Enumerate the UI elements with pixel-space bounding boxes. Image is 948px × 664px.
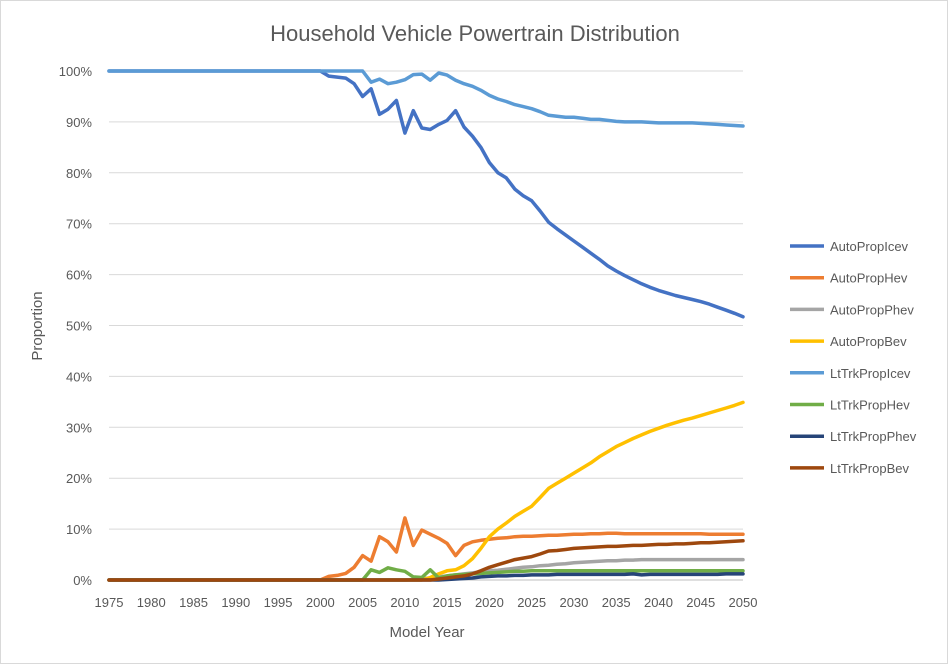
legend-label: LtTrkPropPhev: [830, 429, 917, 444]
series-line-lttrkpropphev: [107, 572, 745, 582]
gridlines: [109, 70, 743, 581]
y-tick-label: 90%: [66, 115, 92, 130]
x-tick-label: 1990: [221, 595, 250, 610]
x-tick-label: 2050: [729, 595, 758, 610]
legend-label: LtTrkPropBev: [830, 461, 909, 476]
y-tick-label: 60%: [66, 268, 92, 283]
x-tick-label: 1980: [137, 595, 166, 610]
legend: AutoPropIcev AutoPropHev AutoPropPhev AutoP…: [790, 239, 917, 476]
legend-label: AutoPropHev: [830, 271, 908, 286]
x-axis-label: Model Year: [389, 624, 464, 641]
legend-label: LtTrkPropHev: [830, 398, 910, 413]
x-tick-label: 2005: [348, 595, 377, 610]
series-line-autopropicev: [107, 69, 745, 319]
x-tick-label: 1975: [95, 595, 124, 610]
x-tick-label: 2045: [686, 595, 715, 610]
y-tick-label: 50%: [66, 319, 92, 334]
series-line-lttrkpropbev: [107, 539, 745, 582]
series-lines: [107, 69, 745, 582]
x-tick-label: 1985: [179, 595, 208, 610]
legend-label: AutoPropIcev: [830, 239, 909, 254]
series-line-lttrkprophev: [107, 566, 745, 582]
x-tick-label: 2015: [433, 595, 462, 610]
legend-label: LtTrkPropIcev: [830, 366, 911, 381]
x-tick-label: 2030: [559, 595, 588, 610]
y-tick-label: 40%: [66, 369, 92, 384]
y-tick-label: 20%: [66, 471, 92, 486]
x-tick-label: 2035: [602, 595, 631, 610]
x-tick-label: 2010: [390, 595, 419, 610]
series-line-autopropbev: [107, 400, 745, 582]
y-tick-label: 10%: [66, 522, 92, 537]
series-line-autoprophev: [107, 516, 745, 582]
chart-title: Household Vehicle Powertrain Distributio…: [270, 21, 680, 46]
x-tick-label: 1995: [264, 595, 293, 610]
y-axis-ticks: 0% 10% 20% 30% 40% 50% 60% 70% 80% 90% 100%: [59, 64, 93, 588]
y-tick-label: 100%: [59, 64, 93, 79]
x-tick-label: 2000: [306, 595, 335, 610]
x-tick-label: 2040: [644, 595, 673, 610]
y-tick-label: 70%: [66, 217, 92, 232]
legend-label: AutoPropPhev: [830, 302, 914, 317]
y-axis-label: Proportion: [29, 291, 46, 360]
y-tick-label: 80%: [66, 166, 92, 181]
y-tick-label: 0%: [73, 573, 92, 588]
legend-label: AutoPropBev: [830, 334, 907, 349]
series-line-lttrkpropicev: [107, 69, 745, 128]
x-axis-ticks: 1975 1980 1985 1990 1995 2000 2005 2010 2015 2020…: [95, 595, 758, 610]
x-tick-label: 2020: [475, 595, 504, 610]
x-tick-label: 2025: [517, 595, 546, 610]
y-tick-label: 30%: [66, 420, 92, 435]
